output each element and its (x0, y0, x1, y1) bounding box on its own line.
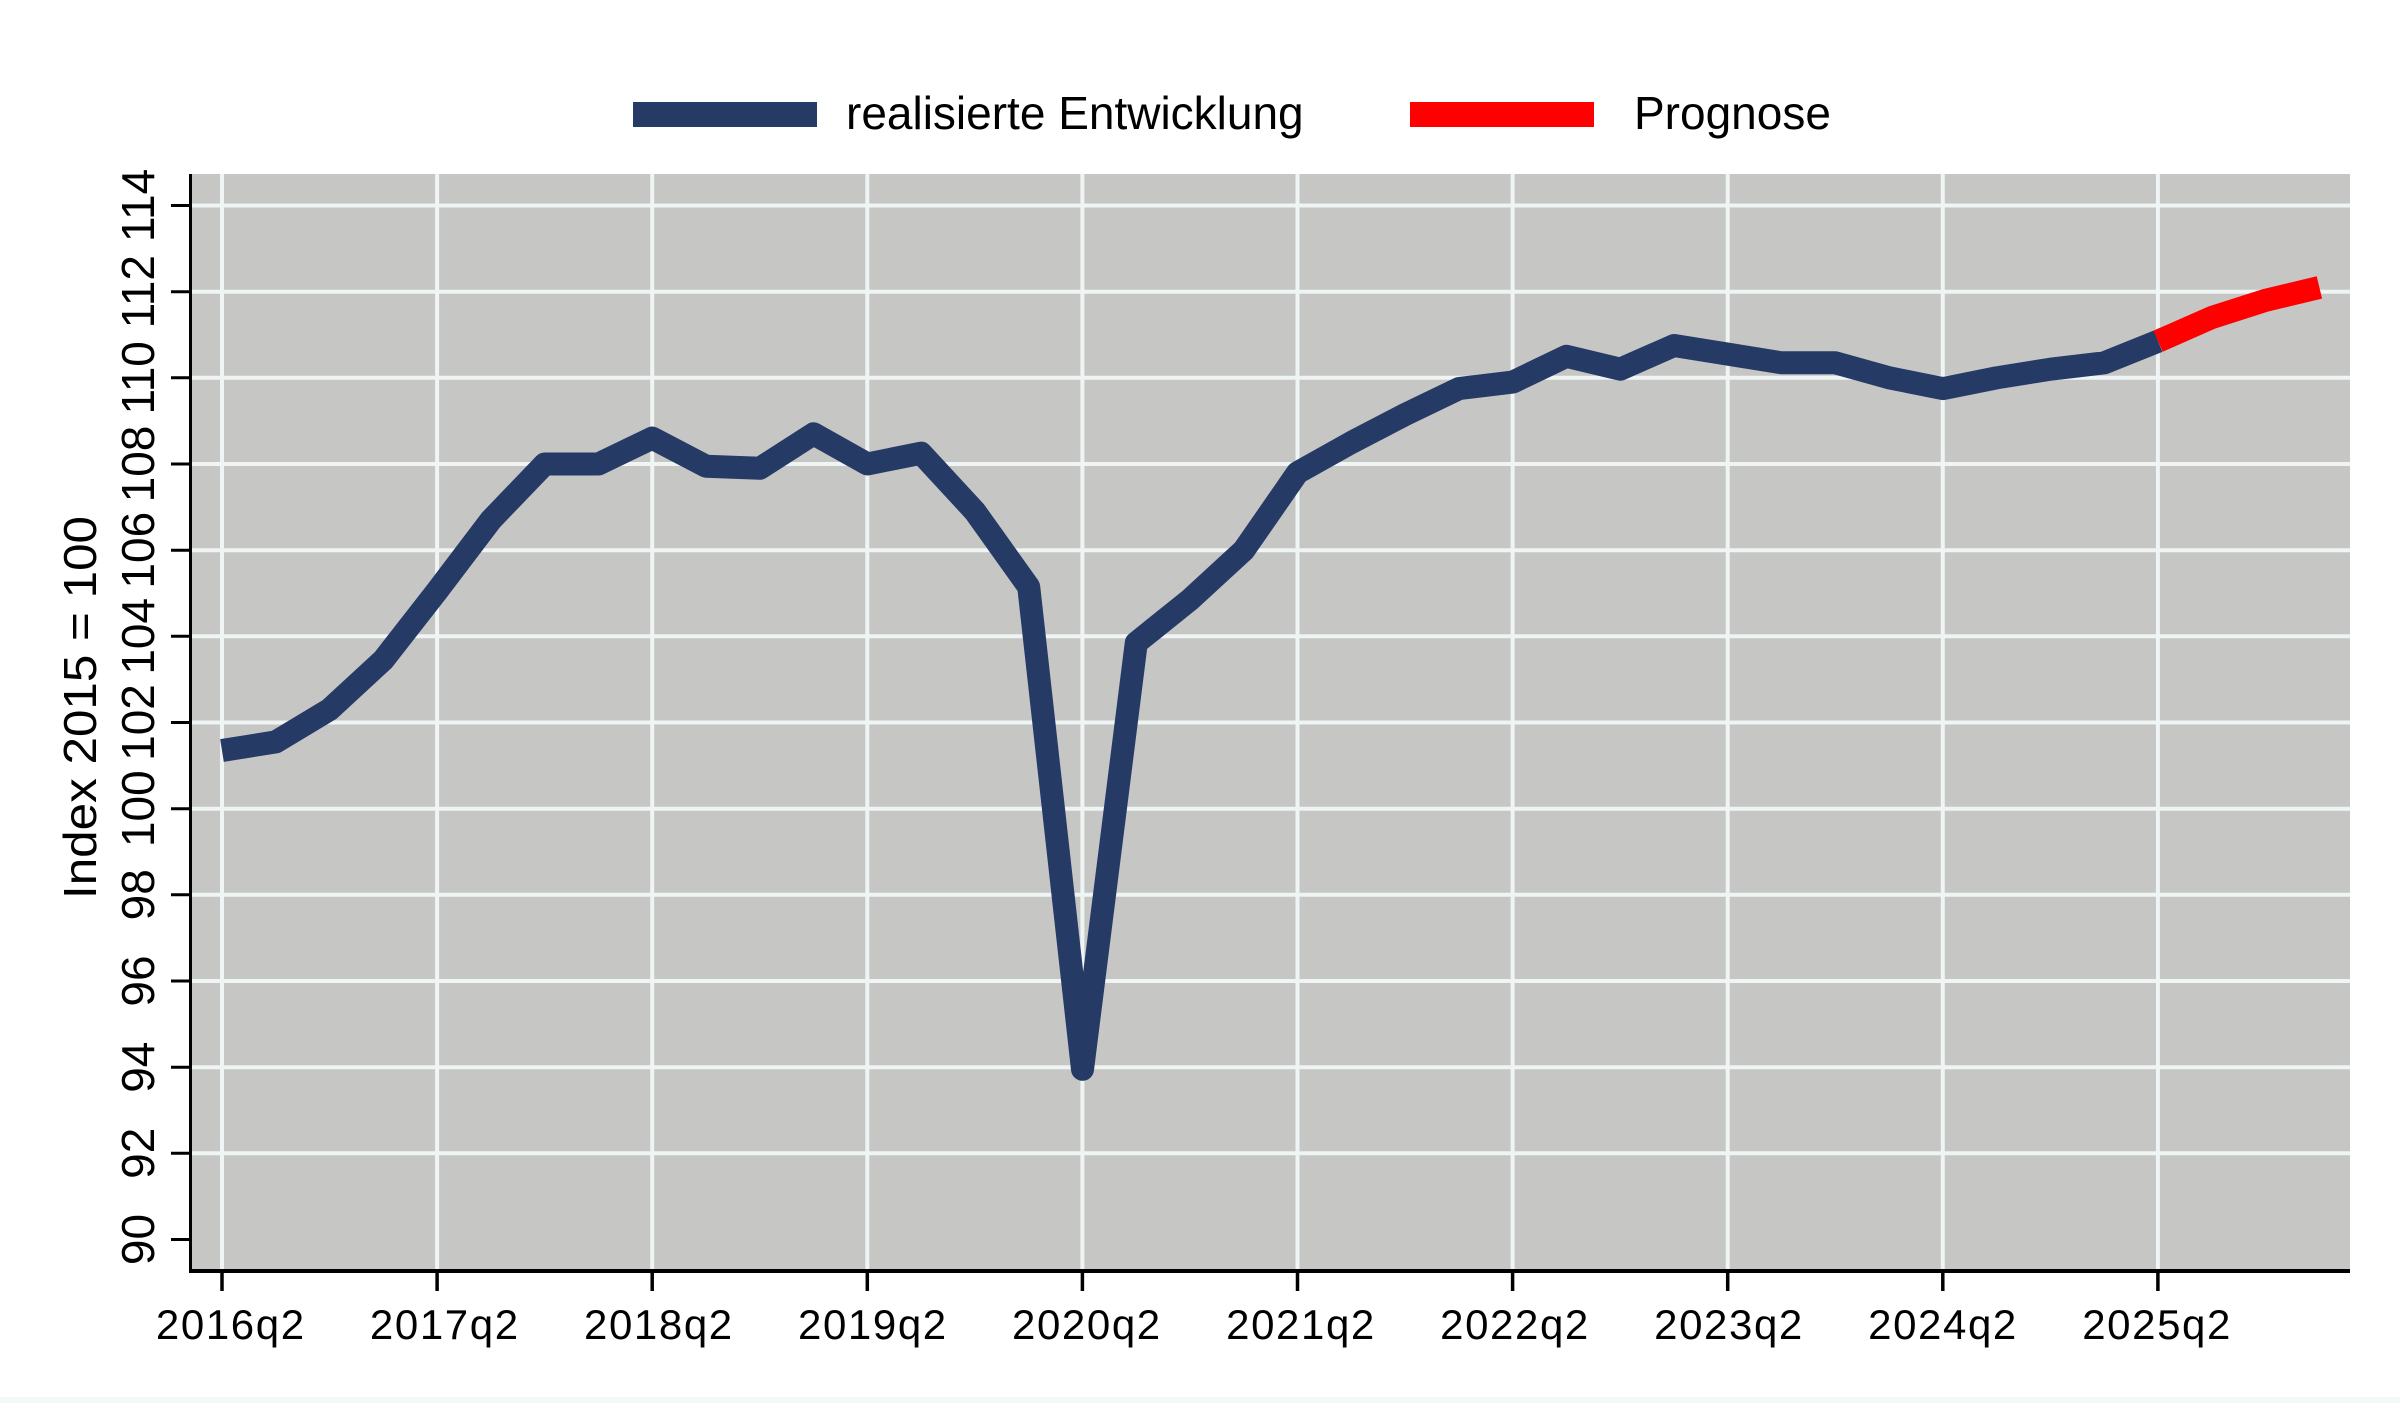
svg-text:112: 112 (112, 255, 164, 328)
svg-text:2022q2: 2022q2 (1440, 1301, 1590, 1348)
svg-text:100: 100 (112, 770, 164, 847)
svg-text:90: 90 (112, 1214, 164, 1265)
svg-text:realisierte Entwicklung: realisierte Entwicklung (846, 87, 1304, 139)
svg-text:92: 92 (112, 1128, 164, 1179)
svg-text:104: 104 (112, 598, 164, 675)
svg-text:2021q2: 2021q2 (1226, 1301, 1376, 1348)
svg-text:2024q2: 2024q2 (1868, 1301, 2018, 1348)
svg-text:94: 94 (112, 1042, 164, 1093)
svg-text:Prognose: Prognose (1634, 87, 1831, 139)
svg-text:98: 98 (112, 869, 164, 920)
svg-text:102: 102 (112, 684, 164, 761)
svg-text:2025q2: 2025q2 (2082, 1301, 2232, 1348)
svg-text:2019q2: 2019q2 (798, 1301, 948, 1348)
svg-text:110: 110 (112, 341, 164, 414)
svg-text:106: 106 (112, 512, 164, 589)
svg-text:2023q2: 2023q2 (1654, 1301, 1804, 1348)
svg-text:108: 108 (112, 426, 164, 503)
svg-text:Index 2015 = 100: Index 2015 = 100 (54, 516, 106, 899)
svg-text:114: 114 (112, 169, 164, 242)
svg-text:2020q2: 2020q2 (1012, 1301, 1162, 1348)
svg-text:2016q2: 2016q2 (156, 1301, 306, 1348)
svg-text:96: 96 (112, 955, 164, 1006)
svg-text:2017q2: 2017q2 (370, 1301, 520, 1348)
svg-text:2018q2: 2018q2 (584, 1301, 734, 1348)
